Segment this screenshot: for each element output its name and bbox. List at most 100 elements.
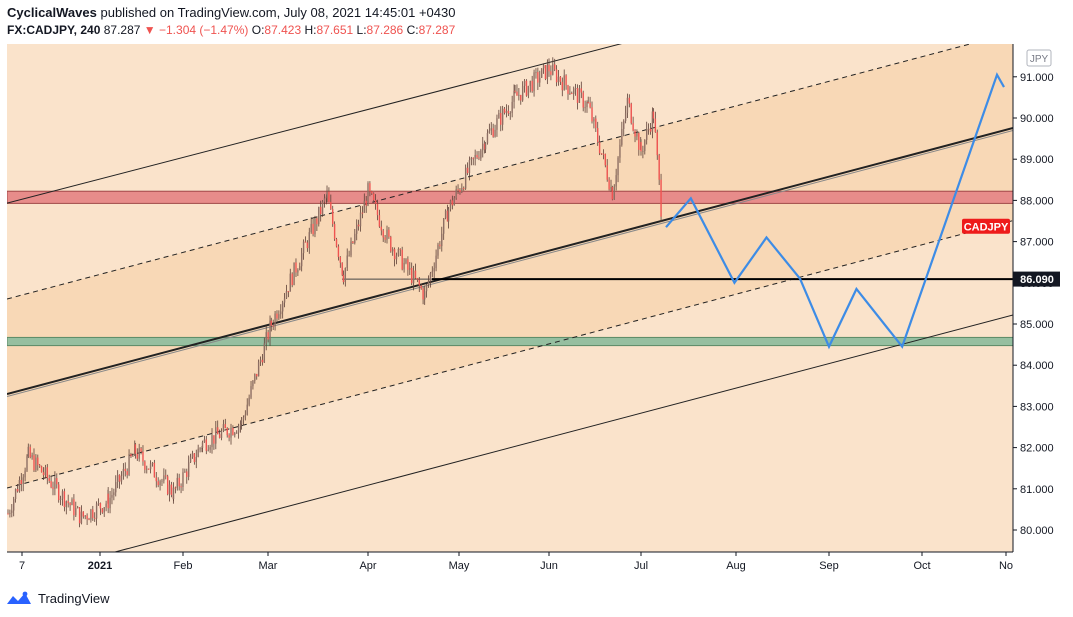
candle xyxy=(254,373,256,384)
candle xyxy=(591,101,593,124)
median-line[interactable] xyxy=(7,127,1013,395)
candle xyxy=(170,481,173,498)
candle xyxy=(209,444,211,453)
candle xyxy=(57,482,60,503)
candle xyxy=(285,284,288,300)
candle xyxy=(638,131,640,156)
candle xyxy=(619,139,621,163)
candle xyxy=(237,423,240,439)
forecast-path[interactable] xyxy=(665,72,1005,350)
candle xyxy=(50,475,52,489)
candle xyxy=(176,473,178,491)
channel-lower-dashed[interactable] xyxy=(7,220,1013,489)
candle xyxy=(354,228,356,245)
candle xyxy=(623,119,625,137)
low-value: 87.286 xyxy=(366,23,404,37)
candle xyxy=(193,452,196,465)
candle xyxy=(7,509,9,515)
tradingview-logo-icon[interactable] xyxy=(6,590,32,606)
candle xyxy=(302,239,305,260)
candle xyxy=(492,123,494,138)
price-chart[interactable]: JPY 80.000 81.000 82.000 83.000 84.000 85.000… xyxy=(0,0,1073,585)
candle xyxy=(405,258,407,265)
candle xyxy=(115,475,117,497)
candle xyxy=(647,123,650,135)
candle xyxy=(628,94,631,108)
candle xyxy=(488,123,491,134)
candle xyxy=(420,283,422,290)
candle xyxy=(516,84,518,96)
candle xyxy=(363,193,366,213)
candle xyxy=(218,429,221,439)
candle xyxy=(46,464,48,485)
candle xyxy=(352,241,354,244)
price-change: −1.304 (−1.47%) xyxy=(159,23,249,37)
candle xyxy=(539,70,541,87)
candle xyxy=(261,353,264,366)
candle xyxy=(142,445,144,466)
candle xyxy=(220,428,223,441)
candle xyxy=(35,454,37,473)
candle xyxy=(393,247,396,267)
candle xyxy=(466,162,469,176)
candle xyxy=(97,498,100,506)
candle xyxy=(525,79,528,97)
candle xyxy=(318,206,320,227)
candle xyxy=(118,474,121,489)
candle xyxy=(265,326,267,351)
support-zone[interactable] xyxy=(7,336,1013,347)
candle xyxy=(222,419,225,433)
brand-name[interactable]: TradingView xyxy=(38,590,110,606)
candle xyxy=(431,266,433,278)
channel-top-line[interactable] xyxy=(7,0,1013,204)
candle xyxy=(444,209,447,220)
candle xyxy=(486,129,489,145)
candle xyxy=(397,247,400,257)
candle xyxy=(617,156,619,183)
author-name[interactable]: CyclicalWaves xyxy=(7,5,97,20)
candle xyxy=(26,454,28,472)
candle xyxy=(600,153,603,155)
candle xyxy=(267,329,269,343)
candle xyxy=(576,84,579,110)
candle xyxy=(54,471,56,496)
candle xyxy=(380,220,382,236)
candle xyxy=(256,373,258,380)
candle xyxy=(187,455,190,481)
candle xyxy=(587,96,589,104)
candle xyxy=(128,449,130,477)
candle xyxy=(157,477,159,488)
price-tick-label: 85.000 xyxy=(1020,319,1054,331)
candle xyxy=(658,153,660,186)
candle xyxy=(263,337,266,364)
candle xyxy=(608,177,610,191)
candle xyxy=(651,107,654,139)
candle xyxy=(312,218,314,237)
line-price-tag: 86.090 xyxy=(1013,271,1060,287)
candle xyxy=(82,511,85,519)
open-label: O: xyxy=(251,23,265,37)
candle xyxy=(597,121,599,146)
candle xyxy=(546,59,549,85)
price-tick-label: 83.000 xyxy=(1020,401,1054,413)
resistance-zone[interactable] xyxy=(7,190,1013,204)
channel-upper-dashed[interactable] xyxy=(7,33,1013,300)
candle xyxy=(197,444,199,458)
candle xyxy=(215,420,217,450)
candle xyxy=(598,135,601,156)
candle xyxy=(310,217,312,234)
candle xyxy=(490,122,492,136)
candle xyxy=(656,129,658,160)
candle xyxy=(559,76,562,85)
candle xyxy=(407,256,409,276)
pitchfork-lines[interactable] xyxy=(7,0,1013,581)
candle xyxy=(505,104,508,118)
candle xyxy=(328,187,330,203)
candle xyxy=(130,452,132,458)
price-axis[interactable] xyxy=(1013,44,1073,552)
channel-bottom-line[interactable] xyxy=(7,314,1013,581)
candle xyxy=(207,445,209,452)
candle xyxy=(107,487,109,514)
candle xyxy=(78,507,81,528)
candle xyxy=(484,142,487,153)
